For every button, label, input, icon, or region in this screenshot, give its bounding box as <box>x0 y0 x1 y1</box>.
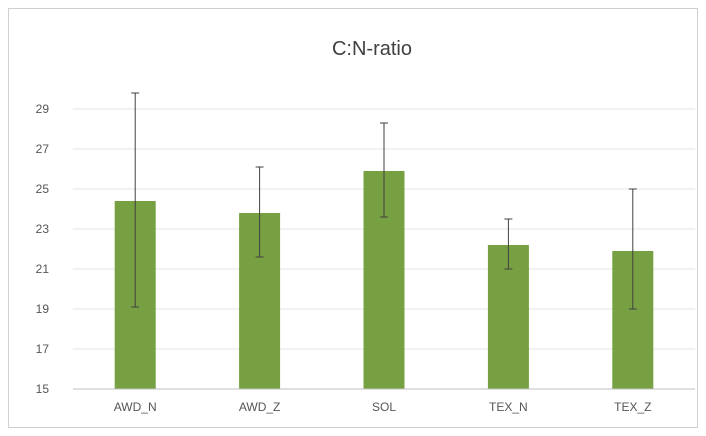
y-tick-label-27: 27 <box>36 142 50 156</box>
x-tick-label-TEX_Z: TEX_Z <box>614 400 651 414</box>
bar-chart: C:N-ratio 15 17 19 21 23 25 27 29 AWD_N AWD_Z SOL… <box>36 38 695 414</box>
x-tick-label-SOL: SOL <box>372 400 396 414</box>
y-axis-ticks: 15 17 19 21 23 25 27 29 <box>36 102 50 396</box>
error-bar-TEX_N <box>504 218 513 270</box>
y-tick-label-17: 17 <box>36 342 50 356</box>
y-tick-label-19: 19 <box>36 302 50 316</box>
x-axis-ticks: AWD_N AWD_Z SOL TEX_N TEX_Z <box>114 400 652 414</box>
error-bar-AWD_Z <box>255 166 264 258</box>
error-bars <box>131 92 637 310</box>
error-bar-TEX_Z <box>628 188 637 310</box>
chart-title: C:N-ratio <box>332 38 412 60</box>
chart-frame: C:N-ratio 15 17 19 21 23 25 27 29 AWD_N AWD_Z SOL… <box>8 8 698 428</box>
y-tick-label-23: 23 <box>36 222 50 236</box>
y-tick-label-25: 25 <box>36 182 50 196</box>
x-tick-label-AWD_Z: AWD_Z <box>239 400 281 414</box>
error-bar-AWD_N <box>131 92 140 308</box>
x-tick-label-TEX_N: TEX_N <box>489 400 528 414</box>
error-bar-SOL <box>380 122 388 218</box>
x-tick-label-AWD_N: AWD_N <box>114 400 157 414</box>
y-tick-label-29: 29 <box>36 102 50 116</box>
y-tick-label-21: 21 <box>36 262 50 276</box>
y-tick-label-15: 15 <box>36 382 50 396</box>
